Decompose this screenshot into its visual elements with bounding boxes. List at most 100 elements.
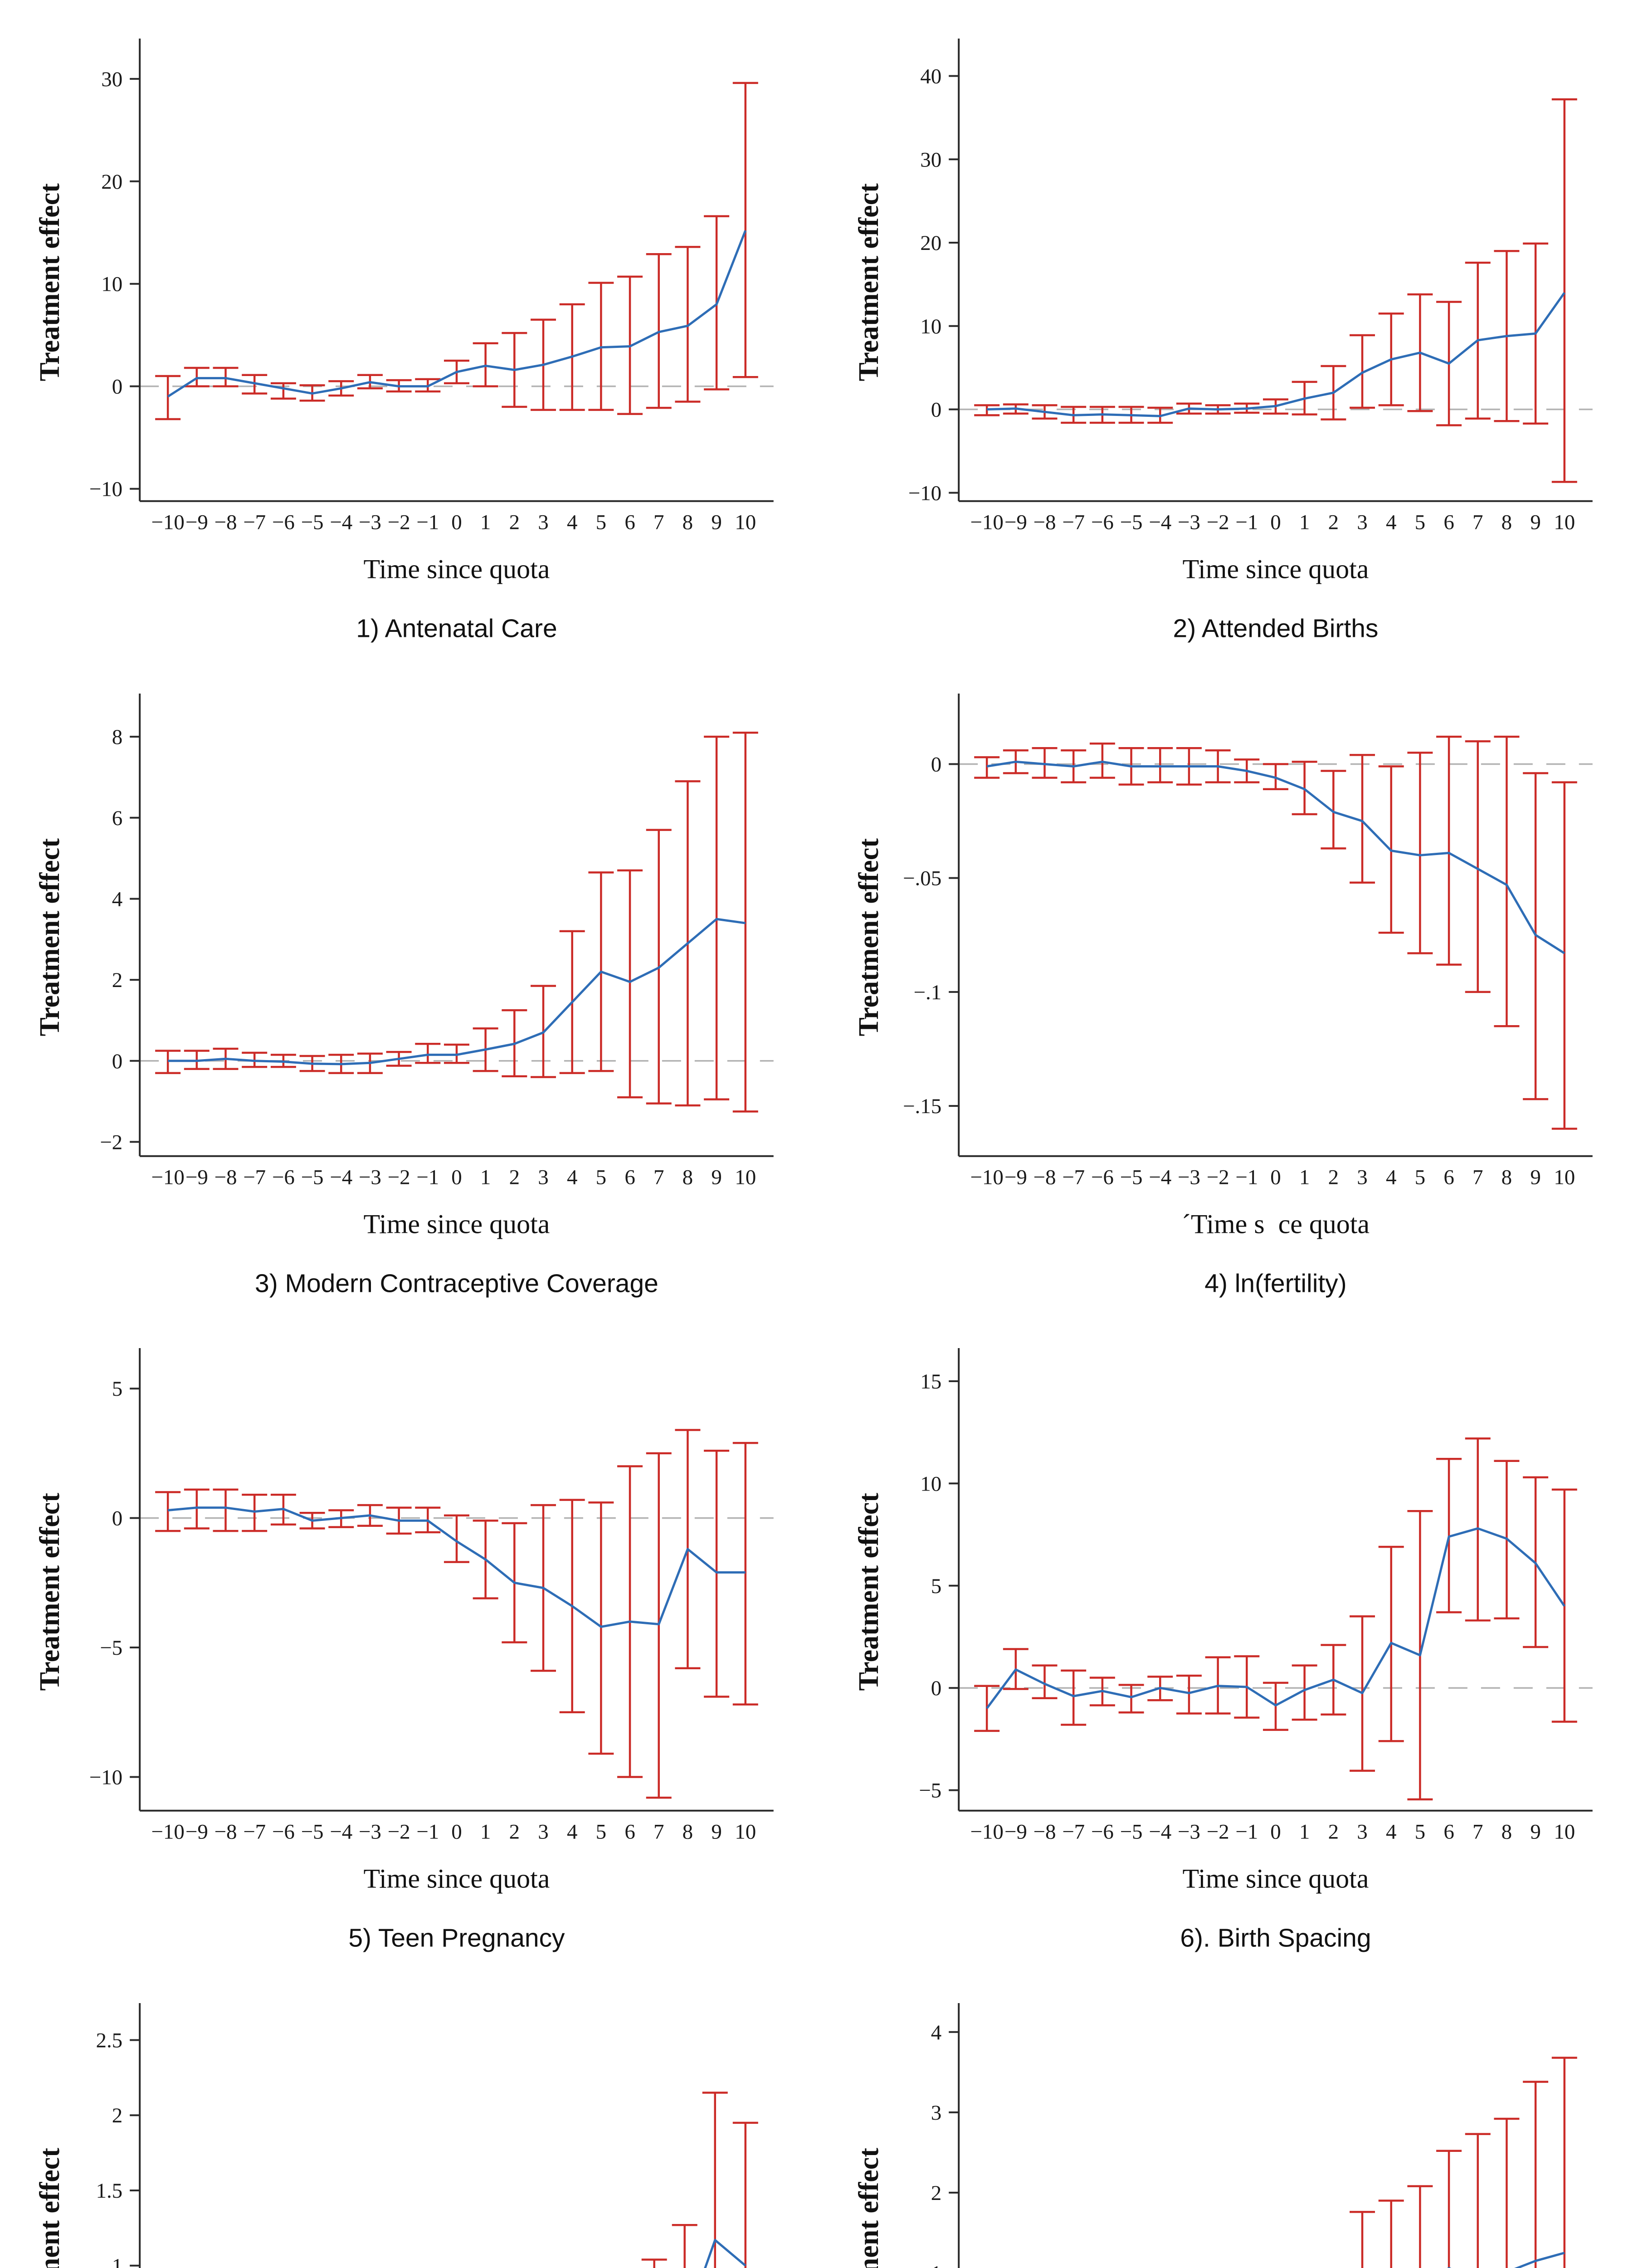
x-tick-label: 4 — [1386, 1820, 1396, 1844]
treatment-effect-line — [167, 230, 747, 398]
x-tick-label: −9 — [1004, 511, 1027, 534]
x-tick-label: 2 — [509, 1820, 520, 1844]
y-tick-label: 4 — [112, 887, 122, 911]
y-tick-label: 15 — [920, 1370, 941, 1393]
x-tick-label: −5 — [1120, 1165, 1143, 1189]
confidence-interval-bar — [1436, 735, 1462, 966]
x-tick-label: −5 — [1120, 511, 1143, 534]
x-tick-label: −7 — [243, 1165, 266, 1189]
confidence-interval-bar — [1465, 2133, 1491, 2268]
x-tick-label: −7 — [1062, 1820, 1085, 1844]
chart-panel-6: 15 10 5 0 −5 −10 −9 −8 −7 −6 −5 −4 −3 −2 −1 0 1 2 3 4 5 6 7 8 9 1… — [819, 1310, 1638, 1965]
y-tick-label: −.1 — [913, 981, 941, 1004]
x-tick-label: 6 — [624, 1820, 635, 1844]
y-tick-label: 1 — [112, 2254, 122, 2268]
x-tick-label: −6 — [1091, 1820, 1114, 1844]
x-tick-label: 4 — [567, 511, 577, 534]
y-tick-label: 0 — [931, 1677, 941, 1700]
x-tick-label: −10 — [970, 1165, 1003, 1189]
x-tick-label: −7 — [1062, 511, 1085, 534]
x-tick-label: 2 — [1328, 511, 1339, 534]
x-tick-label: 0 — [451, 1820, 462, 1844]
x-tick-label: 4 — [567, 1165, 577, 1189]
y-tick-label: 10 — [920, 315, 941, 338]
x-tick-label: 9 — [711, 511, 722, 534]
x-tick-label: −10 — [151, 511, 184, 534]
x-tick-label: 6 — [624, 1165, 635, 1189]
x-axis-title: Time since quota — [1183, 554, 1369, 584]
confidence-interval-bar — [1350, 334, 1375, 409]
x-tick-label: −7 — [243, 511, 266, 534]
x-axis-title: Time since quota — [364, 554, 550, 584]
y-tick-label: −10 — [89, 478, 122, 501]
confidence-interval-bar — [1494, 735, 1520, 1027]
x-tick-label: 7 — [1472, 1820, 1483, 1844]
confidence-interval-bar — [1407, 751, 1433, 954]
y-tick-label: −2 — [100, 1130, 122, 1154]
confidence-interval-bar — [974, 756, 1000, 779]
x-tick-label: 2 — [1328, 1820, 1339, 1844]
confidence-interval-bar — [1378, 2200, 1404, 2268]
y-tick-label: 10 — [101, 273, 122, 296]
x-tick-label: −1 — [1235, 1165, 1258, 1189]
y-axis-title: Treatment effect — [853, 838, 884, 1036]
confidence-interval-bar — [732, 2121, 758, 2268]
x-tick-label: 10 — [735, 511, 756, 534]
y-axis-title: Treatment effect — [34, 2148, 65, 2268]
x-tick-label: −3 — [359, 511, 381, 534]
event-study-plot: 43210−1−10−9−8−7−6−5−4−3−2−1012345678910… — [853, 2003, 1577, 2268]
y-axis-title: Treatment effect — [853, 1493, 884, 1691]
x-tick-label: −1 — [416, 1165, 439, 1189]
y-axis-title: Treatment effect — [853, 183, 884, 381]
x-tick-label: 5 — [1415, 511, 1425, 534]
confidence-interval-bar — [1061, 1669, 1087, 1726]
confidence-interval-bar — [213, 1488, 239, 1532]
x-tick-label: −9 — [185, 1820, 208, 1844]
x-tick-label: −5 — [1120, 1820, 1143, 1844]
confidence-interval-bar — [1523, 2081, 1549, 2268]
confidence-interval-bar — [1089, 742, 1115, 779]
x-tick-label: 5 — [596, 511, 606, 534]
x-tick-label: 0 — [1270, 511, 1281, 534]
x-tick-label: 8 — [1502, 1165, 1512, 1189]
panel-title: 2) Attended Births — [1173, 614, 1379, 643]
x-tick-label: −5 — [301, 1820, 324, 1844]
x-tick-label: −4 — [1149, 511, 1171, 534]
confidence-interval-bar — [444, 1514, 469, 1564]
x-tick-label: −6 — [1091, 511, 1114, 534]
y-tick-label: 4 — [931, 2021, 941, 2044]
x-tick-label: 1 — [1299, 511, 1310, 534]
y-tick-label: 30 — [920, 148, 941, 171]
confidence-interval-bar — [646, 1452, 672, 1799]
x-tick-label: 2 — [1328, 1165, 1339, 1189]
x-tick-label: 3 — [1357, 1165, 1367, 1189]
chart-panel-2: 40 30 20 10 0 −10 −10 −9 −8 −7 −6 −5 −4 −3 −2 −1 0 1 2 3 4 5 6… — [819, 0, 1638, 655]
confidence-interval-bar — [1147, 747, 1173, 783]
y-tick-label: 0 — [931, 753, 941, 776]
y-tick-label: 0 — [931, 398, 941, 422]
x-tick-label: −3 — [1178, 1820, 1200, 1844]
panel-title: 5) Teen Pregnancy — [348, 1924, 565, 1953]
x-tick-label: −10 — [970, 1820, 1003, 1844]
x-tick-label: 1 — [480, 1820, 491, 1844]
treatment-effect-line — [986, 1527, 1565, 1709]
x-tick-label: 3 — [1357, 511, 1367, 534]
x-tick-label: 10 — [1554, 511, 1575, 534]
y-tick-label: 3 — [931, 2101, 941, 2125]
x-tick-label: −4 — [1149, 1165, 1171, 1189]
x-tick-label: −8 — [1034, 511, 1056, 534]
x-tick-label: 9 — [711, 1165, 722, 1189]
y-tick-label: −5 — [919, 1779, 941, 1803]
panel-title: 4) ln(fertility) — [1204, 1269, 1346, 1298]
treatment-effect-line — [987, 292, 1565, 417]
x-tick-label: 5 — [1415, 1820, 1425, 1844]
x-tick-label: 9 — [711, 1820, 722, 1844]
confidence-interval-bar — [1494, 2117, 1520, 2268]
confidence-interval-bar — [732, 1442, 758, 1706]
y-tick-label: −10 — [908, 481, 941, 505]
x-tick-label: −4 — [1149, 1820, 1171, 1844]
x-tick-label: 10 — [735, 1820, 756, 1844]
